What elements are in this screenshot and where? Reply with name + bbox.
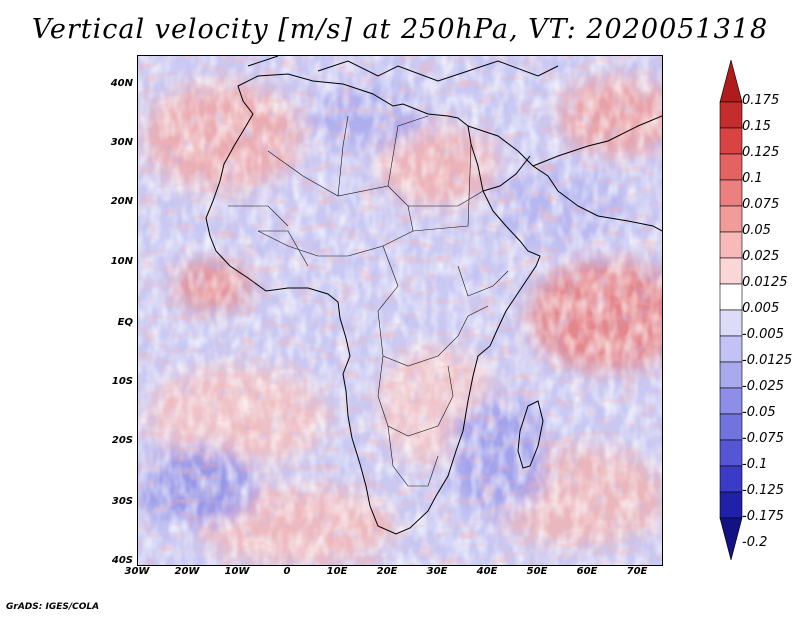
colorbar-swatch [719,127,743,155]
lon-label-30w: 30W [124,566,150,577]
colorbar-swatch [719,179,743,207]
colorbar-label: -0.0125 [742,353,793,368]
colorbar-scale [719,58,743,562]
colorbar-swatch [719,465,743,493]
lat-label-20n: 20N [110,196,133,207]
red-sea-coast [482,155,531,192]
colorbar-swatch [719,205,743,233]
colorbar-label: -0.1 [742,457,768,472]
lat-label-40s: 40S [111,555,133,566]
colorbar-swatch [719,439,743,467]
east-borders [387,265,509,487]
lon-label-50e: 50E [526,566,548,577]
colorbar-swatch [719,517,743,562]
colorbar-label: 0.175 [742,93,780,108]
lat-label-10s: 10S [111,376,133,387]
africa-coast [205,73,541,535]
colorbar-swatch [719,101,743,129]
colorbar-swatch [719,413,743,441]
field-texture-blue [138,56,662,565]
colorbar-label: 0.005 [742,301,780,316]
colorbar-swatch [719,231,743,259]
chart-title: Vertical velocity [m/s] at 250hPa, VT: 2… [31,14,769,45]
lon-label-30e: 30E [426,566,448,577]
lat-label-eq: EQ [117,317,133,328]
lon-label-10e: 10E [326,566,348,577]
colorbar-swatch [719,309,743,337]
lat-label-40n-b: 40N [110,78,133,89]
colorbar-swatch [719,361,743,389]
colorbar-label: 0.1 [742,171,763,186]
lat-label-20s: 20S [111,435,133,446]
madagascar-coast [517,400,544,469]
lat-label-30s: 30S [111,496,133,507]
colorbar-label: -0.05 [742,405,776,420]
colorbar-swatch [719,257,743,285]
colorbar-swatch [719,58,743,103]
colorbar-label: 0.15 [742,119,771,134]
persia-coast [532,115,662,167]
colorbar-label: 0.0125 [742,275,788,290]
colorbar-swatch [719,153,743,181]
lon-label-20e: 20E [376,566,398,577]
colorbar-label: -0.025 [742,379,784,394]
colorbar-label: 0.05 [742,223,771,238]
country-borders [228,115,509,487]
lon-label-20w: 20W [174,566,200,577]
lon-label-10w: 10W [224,566,250,577]
colorbar-swatch [719,491,743,519]
colorbar [716,58,746,562]
lon-label-70e: 70E [626,566,648,577]
arabia-coast [467,125,662,232]
colorbar-label: -0.005 [742,327,784,342]
sahara-borders [337,115,472,232]
colorbar-label: 0.125 [742,145,780,160]
europe-coast [247,56,559,82]
colorbar-label: -0.125 [742,483,784,498]
coastlines [205,56,662,535]
southern-borders [377,355,454,437]
west-borders [228,205,309,267]
colorbar-label: -0.2 [742,535,768,550]
velocity-field [138,56,662,565]
colorbar-label: -0.075 [742,431,784,446]
map-plot-area [137,55,663,566]
central-borders [377,190,489,367]
lon-label-60e: 60E [576,566,598,577]
lon-label-40e: 40E [476,566,498,577]
lat-label-30n-b: 30N [110,137,133,148]
lon-label-0: 0 [283,566,291,577]
colorbar-label: -0.175 [742,509,784,524]
colorbar-swatch [719,283,743,311]
lat-label-10n: 10N [110,256,133,267]
grads-credit: GrADS: IGES/COLA [6,602,100,612]
colorbar-label: 0.075 [742,197,780,212]
colorbar-swatch [719,387,743,415]
colorbar-swatch [719,335,743,363]
colorbar-label: 0.025 [742,249,780,264]
